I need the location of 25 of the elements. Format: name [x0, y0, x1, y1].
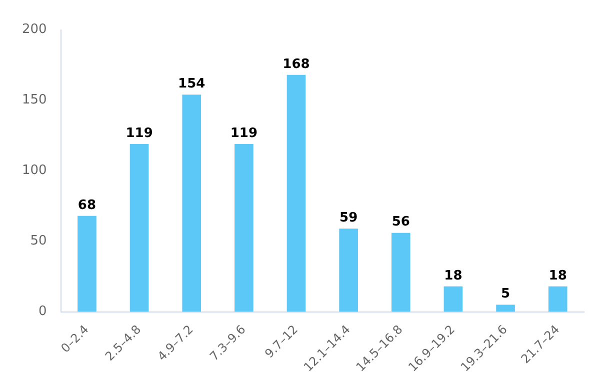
y-tick-label: 200 [22, 22, 47, 38]
bar [496, 304, 515, 312]
data-label: 168 [282, 56, 310, 72]
y-tick-label: 50 [30, 234, 47, 249]
data-label: 18 [444, 268, 462, 284]
data-label: 56 [392, 214, 410, 230]
data-label: 59 [340, 210, 358, 226]
y-tick-label: 100 [22, 163, 47, 178]
bar [182, 94, 202, 312]
bar [234, 144, 254, 312]
data-label: 18 [548, 268, 567, 284]
bar [130, 144, 149, 312]
data-label: 68 [78, 198, 96, 213]
bar [286, 74, 306, 312]
data-label: 154 [178, 76, 206, 92]
data-label: 119 [230, 126, 258, 141]
data-label: 5 [501, 286, 510, 302]
bar [444, 286, 463, 312]
bar [391, 232, 410, 312]
y-tick-label: 0 [38, 304, 47, 320]
bar [78, 216, 96, 312]
bar [339, 228, 358, 312]
y-tick-label: 150 [22, 92, 47, 108]
bar [548, 286, 568, 312]
data-label: 119 [126, 126, 153, 141]
